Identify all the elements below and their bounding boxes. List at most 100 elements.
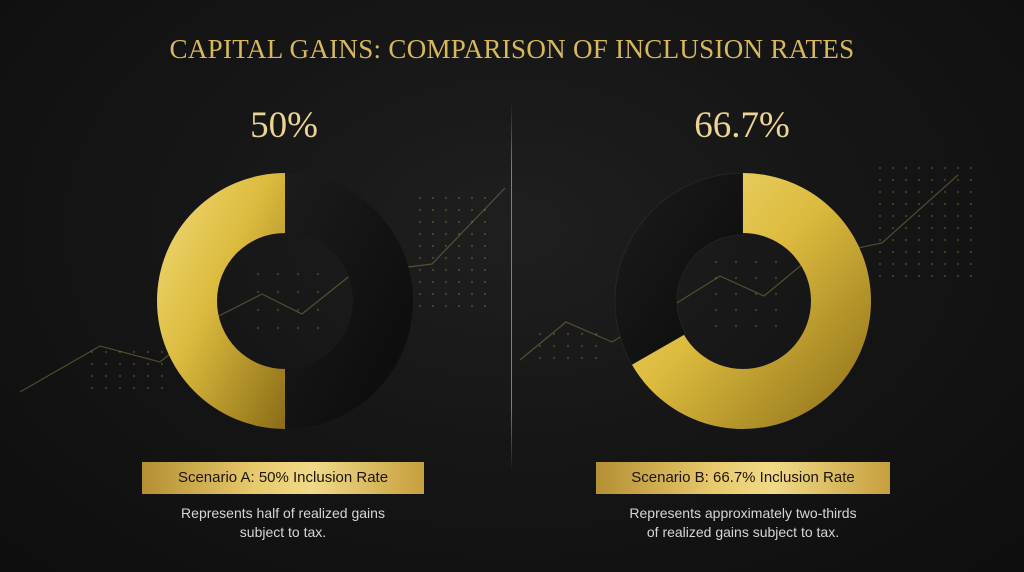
decorative-dot [904, 202, 908, 206]
decorative-dot [754, 276, 758, 280]
decorative-dot [483, 220, 487, 224]
decorative-dot [104, 386, 108, 390]
decorative-dot [891, 274, 895, 278]
decorative-dot [316, 290, 320, 294]
decorative-dot [943, 238, 947, 242]
scenario-a-inclusion-slice [157, 173, 285, 429]
decorative-dot [457, 232, 461, 236]
decorative-dot [956, 274, 960, 278]
decorative-dot [160, 386, 164, 390]
decorative-dot [969, 238, 973, 242]
decorative-dot [969, 166, 973, 170]
decorative-dot [296, 326, 300, 330]
decorative-dot [316, 308, 320, 312]
decorative-dot [956, 250, 960, 254]
decorative-dot [418, 232, 422, 236]
decorative-dot [552, 332, 556, 336]
dot-grid [90, 166, 973, 390]
decorative-dot [943, 226, 947, 230]
decorative-dot [917, 202, 921, 206]
decorative-dot [754, 324, 758, 328]
decorative-dot [891, 178, 895, 182]
decorative-dot [431, 220, 435, 224]
decorative-dot [118, 350, 122, 354]
decorative-dot [296, 308, 300, 312]
decorative-dot [431, 280, 435, 284]
scenario-b-remaining-slice [614, 172, 744, 366]
decorative-dot [418, 280, 422, 284]
decorative-dot [891, 214, 895, 218]
decorative-dot [296, 272, 300, 276]
scenario-a-remaining-slice [285, 173, 413, 429]
decorative-dot [256, 272, 260, 276]
decorative-dot [146, 350, 150, 354]
decorative-dot [431, 304, 435, 308]
decorative-dot [90, 350, 94, 354]
decorative-dot [457, 268, 461, 272]
decorative-dot [470, 244, 474, 248]
decorative-dot [132, 350, 136, 354]
decorative-dot [90, 386, 94, 390]
decorative-dot [418, 292, 422, 296]
decorative-dot [444, 304, 448, 308]
decorative-dot [276, 326, 280, 330]
decorative-dot [943, 274, 947, 278]
decorative-dot [904, 214, 908, 218]
decorative-dot [580, 344, 584, 348]
decorative-dot [483, 244, 487, 248]
decorative-dot [930, 202, 934, 206]
decorative-dot [483, 268, 487, 272]
chart-title: CAPITAL GAINS: COMPARISON OF INCLUSION R… [169, 34, 855, 64]
decorative-dot [917, 226, 921, 230]
decorative-dot [552, 344, 556, 348]
decorative-dot [444, 220, 448, 224]
decorative-dot [891, 190, 895, 194]
decorative-dot [891, 226, 895, 230]
decorative-dot [754, 292, 758, 296]
decorative-dot [418, 304, 422, 308]
decorative-dot [917, 250, 921, 254]
decorative-dot [878, 226, 882, 230]
decorative-dot [904, 238, 908, 242]
decorative-dot [566, 344, 570, 348]
decorative-dot [878, 202, 882, 206]
decorative-dot [930, 238, 934, 242]
decorative-dot [930, 166, 934, 170]
decorative-dot [878, 214, 882, 218]
decorative-dot [470, 268, 474, 272]
decorative-dot [256, 326, 260, 330]
decorative-dot [580, 332, 584, 336]
decorative-dot [483, 208, 487, 212]
decorative-dot [734, 308, 738, 312]
decorative-dot [714, 260, 718, 264]
decorative-dot [483, 256, 487, 260]
decorative-dot [878, 190, 882, 194]
decorative-dot [943, 202, 947, 206]
decorative-dot [917, 166, 921, 170]
decorative-dot [754, 308, 758, 312]
decorative-dot [734, 276, 738, 280]
decorative-dot [969, 190, 973, 194]
decorative-dot [969, 274, 973, 278]
scenario-a-description-line: Represents half of realized gains [181, 505, 385, 521]
decorative-dot [943, 250, 947, 254]
decorative-dot [552, 356, 556, 360]
decorative-dot [483, 196, 487, 200]
decorative-dot [457, 220, 461, 224]
decorative-dot [470, 304, 474, 308]
decorative-dot [878, 178, 882, 182]
decorative-dot [90, 362, 94, 366]
decorative-dot [418, 268, 422, 272]
decorative-dot [917, 274, 921, 278]
decorative-dot [444, 244, 448, 248]
decorative-dot [470, 292, 474, 296]
decorative-dot [904, 178, 908, 182]
decorative-dot [160, 362, 164, 366]
decorative-dot [917, 190, 921, 194]
scenario-b-donut [614, 172, 871, 429]
decorative-dot [132, 362, 136, 366]
decorative-dot [444, 280, 448, 284]
decorative-dot [930, 226, 934, 230]
scenario-b-percentage: 66.7% [694, 105, 790, 146]
